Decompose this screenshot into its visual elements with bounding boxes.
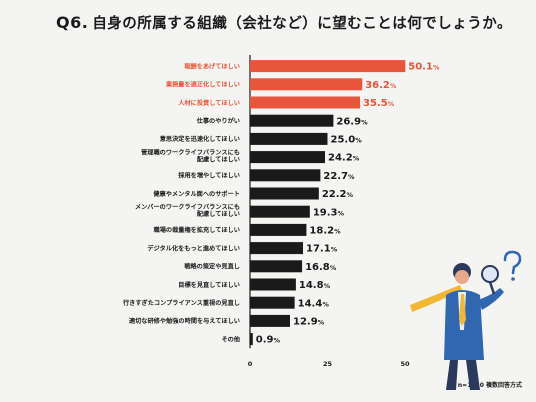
footnote: n=1210 複数回答方式 (457, 382, 522, 389)
bar (250, 314, 290, 327)
value-unit: % (433, 64, 440, 72)
bar (250, 78, 363, 91)
value-label: 19.3% (313, 207, 345, 218)
person-face (455, 270, 469, 284)
value-label: 25.0% (331, 135, 363, 146)
value-label: 24.2% (328, 153, 360, 164)
value-label: 50.1% (408, 62, 440, 73)
bar (250, 242, 304, 255)
value-label: 18.2% (309, 226, 341, 237)
category-label: 適切な研修や勉強の時間を与えてほしい (129, 317, 240, 325)
bar (250, 205, 310, 218)
value-unit: % (274, 337, 281, 345)
chart-title: Q6. 自身の所属する組織（会社など）に望むことは何でしょうか。 (56, 12, 512, 33)
category-label: 人材に投資してほしい (178, 99, 240, 107)
question-mark-icon (503, 250, 522, 275)
question-text: 自身の所属する組織（会社など）に望むことは何でしょうか。 (92, 16, 513, 32)
value-unit: % (361, 118, 368, 126)
value-label: 17.1% (306, 244, 338, 255)
person-tie (459, 294, 466, 326)
category-label: 業務量を適正化してほしい (165, 81, 240, 89)
bar (250, 278, 296, 291)
value-unit: % (331, 246, 338, 254)
question-mark-dot (511, 277, 515, 281)
category-label: その他 (221, 335, 240, 343)
value-label: 22.7% (323, 171, 355, 182)
category-label: 戦略の策定や見直し (184, 263, 240, 271)
category-label: 意思決定を迅速化してほしい (160, 135, 240, 143)
value-unit: % (338, 209, 345, 217)
necktie-flag-shape (410, 285, 462, 312)
person-arm (478, 288, 504, 310)
bar (250, 169, 321, 182)
person-magnifier-illustration (410, 250, 522, 390)
value-unit: % (334, 228, 341, 236)
category-label: 目標を見直してほしい (178, 281, 240, 289)
value-unit: % (347, 191, 354, 199)
value-unit: % (388, 100, 395, 108)
category-label: 管理職のワークライフバランスにも配慮してほしい (141, 149, 240, 164)
bar (250, 60, 406, 73)
value-unit: % (324, 282, 331, 290)
value-unit: % (348, 173, 355, 181)
bar (250, 333, 253, 346)
value-label: 36.2% (365, 80, 397, 91)
category-label: 行きすぎたコンプライアンス重視の見直し (122, 299, 240, 307)
value-label: 16.8% (305, 262, 337, 273)
x-tick-label: 50 (400, 360, 410, 368)
category-label: 採用を増やしてほしい (178, 172, 240, 180)
bar (250, 132, 328, 145)
question-number: Q6. (56, 13, 89, 32)
value-label: 26.9% (336, 116, 368, 127)
value-label: 12.9% (293, 317, 325, 328)
bar (250, 96, 361, 109)
bar (250, 260, 303, 273)
value-unit: % (353, 155, 360, 163)
value-label: 14.4% (298, 298, 330, 309)
category-label: メンバーのワークライフバランスにも配慮してほしい (135, 203, 240, 218)
x-tick-label: 0 (248, 360, 253, 368)
value-unit: % (390, 82, 397, 90)
value-unit: % (330, 264, 337, 272)
person-leg-left (446, 360, 458, 390)
category-label: 職場の裁量権を拡充してほしい (154, 226, 240, 234)
magnifier-icon (481, 265, 499, 283)
value-unit: % (322, 300, 329, 308)
category-label: デジタル化をもっと進めてほしい (147, 244, 240, 252)
bar (250, 151, 326, 164)
category-label: 健康やメンタル面へのサポート (153, 190, 240, 198)
value-label: 35.5% (363, 98, 395, 109)
category-label: 報酬をあげてほしい (184, 62, 240, 70)
bar (250, 114, 334, 127)
value-label: 22.2% (322, 189, 354, 200)
person-leg-right (466, 360, 480, 390)
value-label: 0.9% (256, 335, 281, 346)
bar (250, 187, 319, 200)
magnifier-handle (488, 281, 496, 295)
value-unit: % (318, 319, 325, 327)
bar (250, 296, 295, 309)
value-unit: % (355, 137, 362, 145)
x-tick-label: 25 (323, 360, 333, 368)
value-label: 14.8% (299, 280, 331, 291)
bar (250, 223, 307, 236)
category-label: 仕事のやりがい (196, 117, 240, 125)
